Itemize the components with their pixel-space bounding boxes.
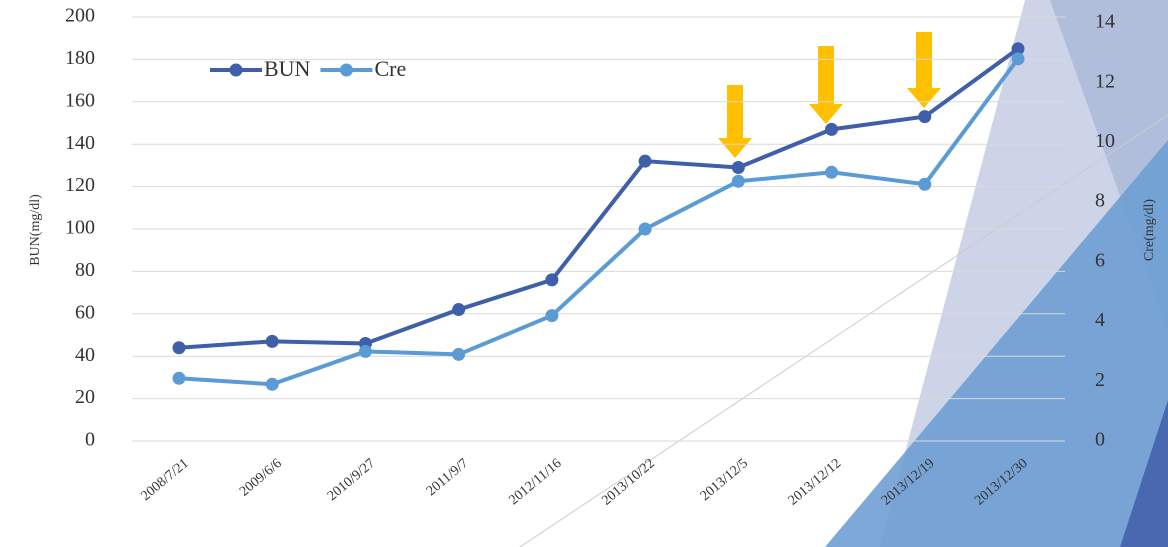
data-point [265,377,279,391]
data-point [825,122,839,136]
x-tick-label: 2013/12/5 [698,456,751,504]
y2-axis-label: Cre(mg/dl) [1142,199,1157,262]
data-point [918,110,932,124]
legend-label: BUN [264,56,311,81]
data-point [918,177,932,191]
series-line [178,57,1020,387]
legend-marker [339,63,353,77]
y-tick-label: 20 [75,386,95,408]
x-tick-label: 2011/9/7 [424,456,471,499]
y2-tick-label: 12 [1095,70,1115,92]
legend-marker [229,63,243,77]
x-tick-label: 2013/10/22 [599,456,658,508]
data-point [825,165,839,179]
y2-tick-label: 4 [1095,309,1105,331]
data-point [172,341,186,355]
x-tick-label: 2013/12/12 [786,456,845,508]
data-point [1011,42,1025,56]
data-point [452,347,466,361]
y-tick-label: 160 [65,89,95,111]
y-tick-label: 140 [65,132,95,154]
background-decoration [519,0,1168,547]
y-tick-label: 60 [75,301,95,323]
y-tick-label: 120 [65,174,95,196]
y2-tick-label: 2 [1095,369,1105,391]
data-point [545,273,559,287]
y2-tick-label: 0 [1095,429,1105,451]
data-point [452,303,466,317]
data-point [731,161,745,175]
y2-tick-label: 8 [1095,190,1105,212]
y-tick-label: 180 [65,47,95,69]
data-point [638,222,652,236]
data-point [545,309,559,323]
y-tick-label: 100 [65,217,95,239]
x-tick-label: 2008/7/21 [139,456,192,504]
y-tick-label: 200 [65,5,95,27]
data-point [265,334,279,348]
y-tick-label: 80 [75,259,95,281]
x-tick-label: 2010/9/27 [325,456,378,504]
x-tick-label: 2009/6/6 [237,456,285,499]
y-tick-label: 40 [75,344,95,366]
y2-tick-label: 10 [1095,130,1115,152]
y-tick-label: 0 [85,429,95,451]
data-point [1011,52,1025,66]
data-point [358,344,372,358]
y-axis-label: BUN(mg/dl) [28,194,43,266]
y2-tick-label: 6 [1095,249,1105,271]
data-point [638,154,652,168]
legend-label: Cre [374,56,406,81]
y2-tick-label: 14 [1095,11,1115,33]
data-point [731,174,745,188]
series-line [178,47,1020,350]
data-point [172,371,186,385]
x-tick-label: 2012/11/16 [506,456,564,508]
arrows [718,32,941,158]
